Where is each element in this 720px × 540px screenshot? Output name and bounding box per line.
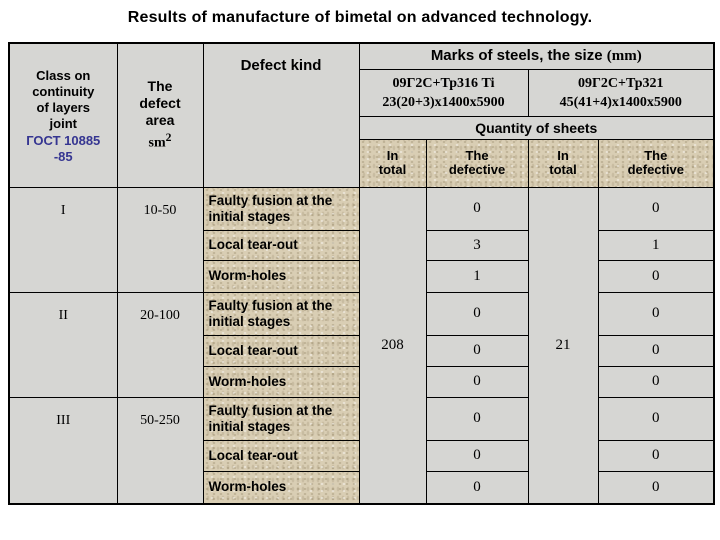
defect-kind-cell: Worm-holes bbox=[202, 259, 360, 293]
class-cell-III: III bbox=[8, 396, 118, 505]
header-class-label: Class on continuity of layers joint bbox=[32, 67, 95, 131]
defective-value-cell: 0 bbox=[425, 470, 529, 505]
defective-value-cell: 0 bbox=[425, 291, 529, 336]
defective-value-cell: 0 bbox=[597, 259, 715, 293]
defect-kind-cell: Faulty fusion at the initial stages bbox=[202, 396, 360, 441]
slide-title: Results of manufacture of bimetal on adv… bbox=[127, 9, 593, 26]
header-defective-2: The defective bbox=[597, 138, 715, 188]
defective-value-cell: 1 bbox=[425, 259, 529, 293]
header-quantity-cell: Quantity of sheets bbox=[358, 115, 715, 140]
area-cell-II: 20-100 bbox=[116, 291, 204, 398]
header-area-cell: The defect area sm2 bbox=[116, 42, 204, 188]
defective-value-cell: 0 bbox=[597, 439, 715, 472]
defect-kind-cell: Local tear-out bbox=[202, 439, 360, 472]
results-table: Class on continuity of layers joint ГОСТ… bbox=[8, 42, 716, 505]
header-steel1-cell: 09Г2С+Тр316 Ti 23(20+3)x1400x5900 bbox=[358, 68, 529, 117]
defect-kind-cell: Worm-holes bbox=[202, 470, 360, 505]
header-defect-kind-cell: Defect kind bbox=[202, 42, 360, 188]
header-defect-kind-label: Defect kind bbox=[240, 57, 322, 75]
area-cell-I: 10-50 bbox=[116, 186, 204, 293]
defect-kind-cell: Local tear-out bbox=[202, 229, 360, 261]
header-class-cell: Class on continuity of layers joint ГОСТ… bbox=[8, 42, 118, 188]
steel1-size: 23(20+3)x1400x5900 bbox=[382, 94, 505, 110]
header-marks-unit: (mm) bbox=[606, 48, 642, 65]
in-total-steel2-cell: 21 bbox=[527, 186, 599, 505]
defect-kind-cell: Faulty fusion at the initial stages bbox=[202, 186, 360, 231]
class-cell-I: I bbox=[8, 186, 118, 293]
defective-value-cell: 0 bbox=[425, 365, 529, 398]
defect-kind-cell: Faulty fusion at the initial stages bbox=[202, 291, 360, 336]
defective-value-cell: 0 bbox=[425, 186, 529, 231]
in-total-steel1-cell: 208 bbox=[358, 186, 427, 505]
header-steel2-cell: 09Г2С+Тр321 45(41+4)x1400x5900 bbox=[527, 68, 715, 117]
header-area-label: The defect area bbox=[139, 78, 181, 129]
defective-value-cell: 0 bbox=[597, 365, 715, 398]
header-marks-label: Marks of steels, the size bbox=[430, 47, 607, 65]
defect-kind-cell: Local tear-out bbox=[202, 334, 360, 367]
defective-value-cell: 0 bbox=[597, 470, 715, 505]
area-cell-III: 50-250 bbox=[116, 396, 204, 505]
header-defective-1: The defective bbox=[425, 138, 529, 188]
defective-value-cell: 0 bbox=[597, 396, 715, 441]
header-gost-label: ГОСТ 10885 -85 bbox=[26, 132, 101, 164]
defective-value-cell: 0 bbox=[597, 186, 715, 231]
header-in-total-1: In total bbox=[358, 138, 427, 188]
defective-value-cell: 0 bbox=[597, 334, 715, 367]
class-cell-II: II bbox=[8, 291, 118, 398]
steel1-name: 09Г2С+Тр316 Ti bbox=[392, 75, 495, 91]
defective-value-cell: 1 bbox=[597, 229, 715, 261]
defective-value-cell: 3 bbox=[425, 229, 529, 261]
defective-value-cell: 0 bbox=[425, 396, 529, 441]
steel2-name: 09Г2С+Тр321 bbox=[577, 75, 664, 91]
defective-value-cell: 0 bbox=[425, 439, 529, 472]
steel2-size: 45(41+4)x1400x5900 bbox=[559, 94, 682, 110]
header-area-unit: sm2 bbox=[148, 131, 172, 152]
header-marks-cell: Marks of steels, the size (mm) bbox=[358, 42, 715, 70]
defective-value-cell: 0 bbox=[425, 334, 529, 367]
defect-kind-cell: Worm-holes bbox=[202, 365, 360, 398]
header-in-total-2: In total bbox=[527, 138, 599, 188]
defective-value-cell: 0 bbox=[597, 291, 715, 336]
